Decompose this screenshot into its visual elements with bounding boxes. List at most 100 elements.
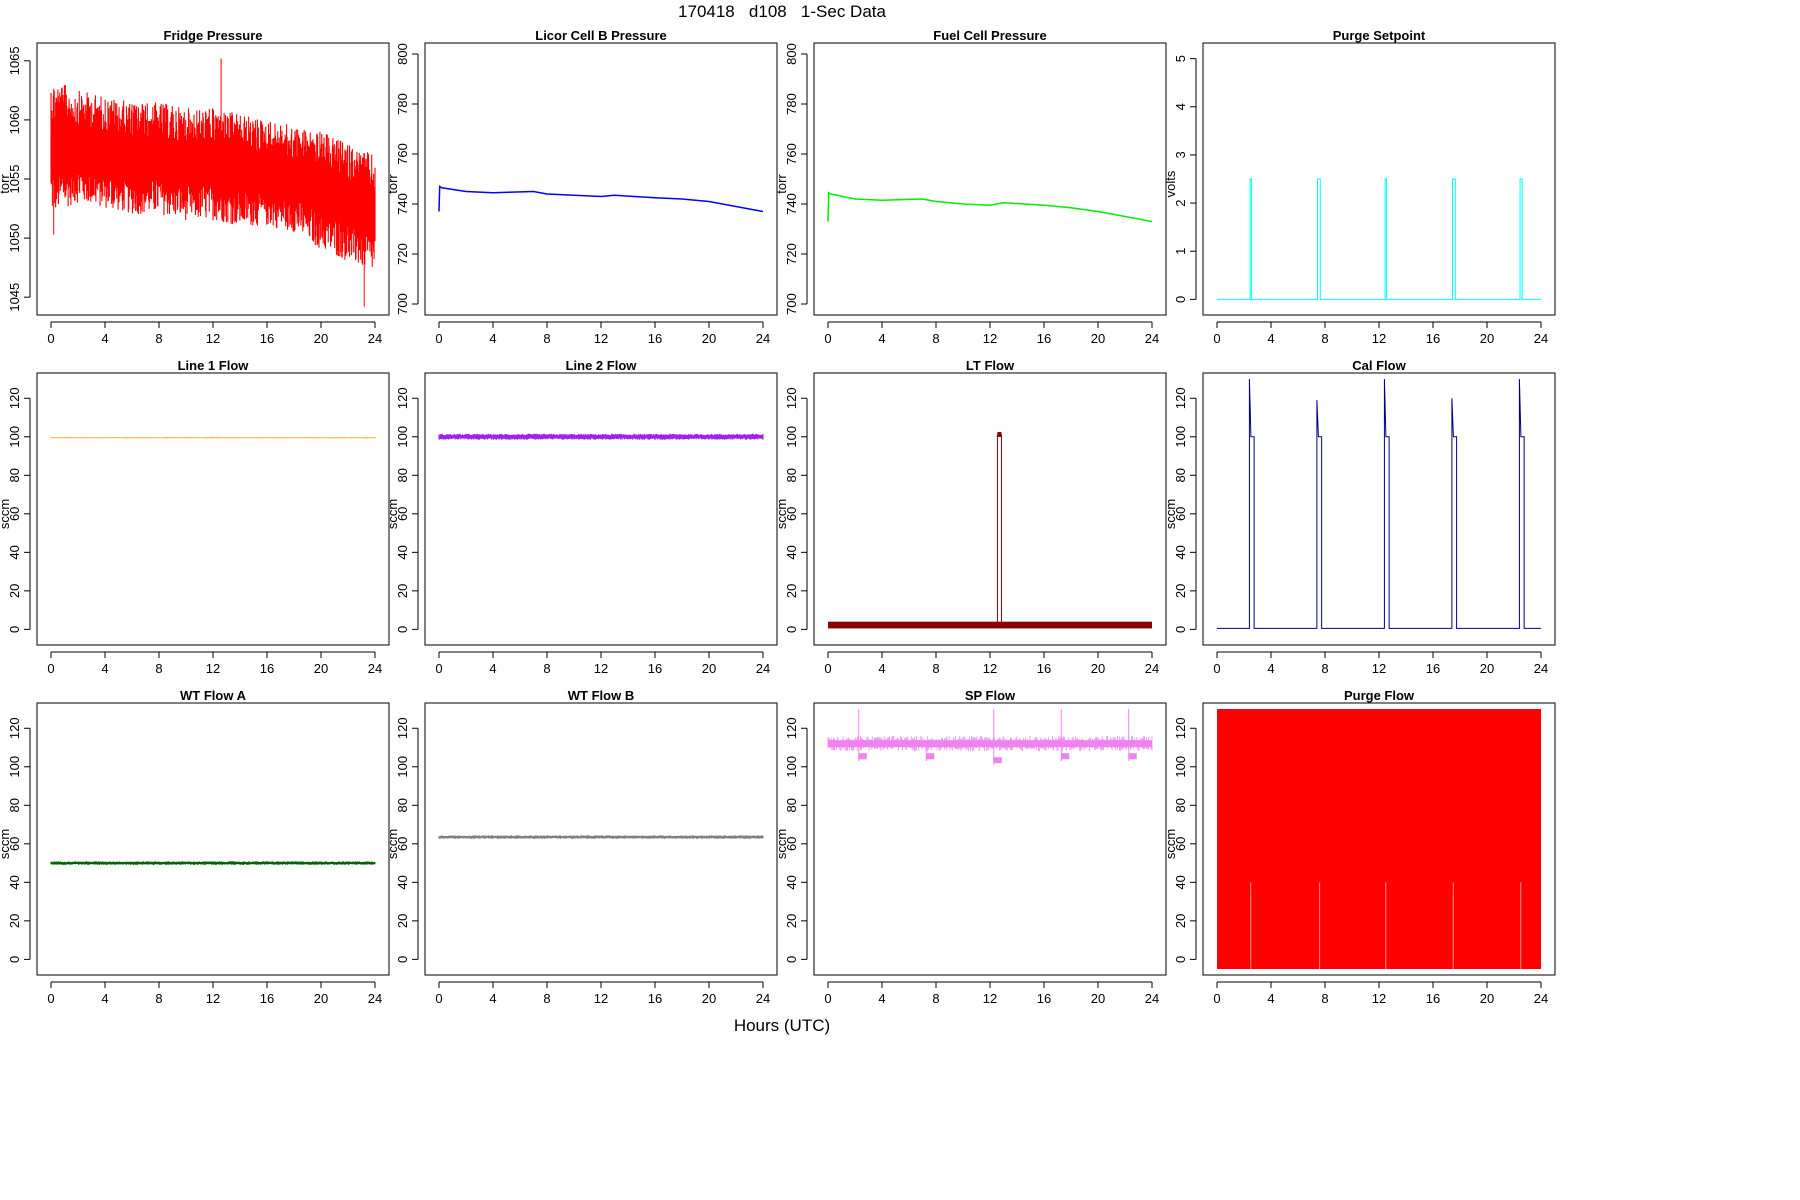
- plot-area: [50, 861, 376, 865]
- plot-frame: [1202, 372, 1556, 646]
- y-tick-label: 40: [395, 875, 410, 889]
- y-tick-label: 60: [1173, 837, 1188, 851]
- plot-area: [1217, 378, 1541, 629]
- y-tick-label: 20: [395, 584, 410, 598]
- x-tick-label: 20: [314, 331, 328, 346]
- data-series: [1217, 378, 1541, 629]
- x-tick-label: 8: [932, 991, 939, 1006]
- y-tick-label: 2: [1173, 199, 1188, 206]
- x-tick-label: 24: [756, 661, 770, 676]
- x-tick-label: 0: [47, 661, 54, 676]
- y-tick-label: 20: [784, 914, 799, 928]
- panel-fridge-pressure: 0 4 8 12 16 20 24 1045 1050 1055 1060 1065 torr Fridg…: [0, 28, 390, 346]
- y-axis-label: sccm: [0, 829, 12, 859]
- x-tick-label: 12: [594, 661, 608, 676]
- x-tick-label: 24: [756, 991, 770, 1006]
- x-tick-label: 20: [1480, 661, 1494, 676]
- x-tick-label: 8: [155, 331, 162, 346]
- y-tick-label: 20: [1173, 914, 1188, 928]
- y-tick-label: 100: [784, 756, 799, 778]
- panel-fuel-cell-pressure: 0 4 8 12 16 20 24 700 720 740 760 780 800 torr Fuel Ce…: [774, 28, 1167, 346]
- panel-title: Cal Flow: [1352, 358, 1406, 373]
- y-tick-label: 120: [7, 717, 22, 739]
- x-tick-label: 8: [543, 991, 550, 1006]
- x-tick-label: 0: [824, 331, 831, 346]
- panel-cal-flow: 0 4 8 12 16 20 24 0 20 40 60 80 100 120 sccm Cal Flow: [1163, 358, 1556, 676]
- data-series: [828, 434, 1152, 627]
- x-tick-label: 24: [1534, 661, 1548, 676]
- x-tick-label: 4: [101, 991, 108, 1006]
- y-tick-label: 0: [1173, 296, 1188, 303]
- panel-sp-flow: 0 4 8 12 16 20 24 0 20 40 60 80 100 120 sccm SP Flow: [774, 688, 1167, 1006]
- x-tick-label: 4: [878, 991, 885, 1006]
- x-tick-label: 0: [1213, 991, 1220, 1006]
- plot-area: [438, 433, 764, 440]
- y-tick-label: 720: [784, 243, 799, 265]
- x-tick-label: 24: [1145, 661, 1159, 676]
- y-axis-label: sccm: [385, 499, 400, 529]
- x-tick-label: 0: [435, 661, 442, 676]
- figure-xlabel: Hours (UTC): [733, 1016, 831, 1035]
- x-tick-label: 24: [368, 991, 382, 1006]
- panel-title: Line 2 Flow: [566, 358, 638, 373]
- y-tick-label: 5: [1173, 55, 1188, 62]
- y-tick-label: 720: [395, 243, 410, 265]
- x-tick-label: 0: [47, 331, 54, 346]
- y-tick-label: 1060: [7, 105, 22, 134]
- y-tick-label: 120: [784, 717, 799, 739]
- x-tick-label: 4: [1267, 331, 1274, 346]
- x-tick-label: 12: [594, 991, 608, 1006]
- x-tick-label: 12: [1372, 661, 1386, 676]
- x-tick-label: 16: [1037, 661, 1051, 676]
- panel-wt-flow-a: 0 4 8 12 16 20 24 0 20 40 60 80 100 120 sccm WT Flow A: [0, 688, 390, 1006]
- y-tick-label: 40: [784, 875, 799, 889]
- y-tick-label: 80: [1173, 798, 1188, 812]
- x-tick-label: 20: [702, 661, 716, 676]
- data-dip: [1061, 753, 1070, 760]
- plot-frame: [1202, 702, 1556, 976]
- data-series: [1217, 178, 1541, 300]
- y-tick-label: 40: [7, 875, 22, 889]
- y-tick-label: 760: [395, 143, 410, 165]
- x-tick-label: 0: [435, 991, 442, 1006]
- x-tick-label: 16: [648, 661, 662, 676]
- plot-frame: [813, 702, 1167, 976]
- y-tick-label: 800: [395, 43, 410, 65]
- plot-frame: [813, 42, 1167, 316]
- y-tick-label: 0: [395, 626, 410, 633]
- x-tick-label: 8: [1321, 331, 1328, 346]
- x-tick-label: 8: [932, 661, 939, 676]
- x-tick-label: 16: [260, 991, 274, 1006]
- x-tick-label: 16: [1037, 991, 1051, 1006]
- y-tick-label: 40: [7, 545, 22, 559]
- y-axis-label: sccm: [1163, 499, 1178, 529]
- y-tick-label: 1050: [7, 224, 22, 253]
- x-tick-label: 0: [47, 991, 54, 1006]
- x-tick-label: 20: [314, 991, 328, 1006]
- x-tick-label: 12: [594, 331, 608, 346]
- x-tick-label: 24: [1145, 991, 1159, 1006]
- y-tick-label: 120: [395, 717, 410, 739]
- y-axis-label: torr: [774, 174, 789, 194]
- plot-area: [50, 437, 376, 439]
- data-dip: [858, 753, 867, 760]
- x-tick-label: 12: [983, 991, 997, 1006]
- x-tick-label: 8: [543, 661, 550, 676]
- x-tick-label: 24: [368, 331, 382, 346]
- panel-title: Purge Setpoint: [1333, 28, 1426, 43]
- x-tick-label: 0: [824, 661, 831, 676]
- y-tick-label: 800: [784, 43, 799, 65]
- y-tick-label: 40: [395, 545, 410, 559]
- panel-title: Fuel Cell Pressure: [933, 28, 1046, 43]
- plot-area: [828, 431, 1152, 629]
- y-axis-label: torr: [0, 174, 12, 194]
- y-tick-label: 80: [7, 798, 22, 812]
- x-tick-label: 8: [155, 991, 162, 1006]
- panel-line-2-flow: 0 4 8 12 16 20 24 0 20 40 60 80 100 120 sccm Line 2 Flo…: [385, 358, 778, 676]
- x-tick-label: 20: [1091, 991, 1105, 1006]
- plot-frame: [424, 702, 778, 976]
- y-tick-label: 80: [395, 468, 410, 482]
- panel-purge-flow: 0 4 8 12 16 20 24 0 20 40 60 80 100 120 sccm Purge Flow: [1163, 688, 1556, 1006]
- x-tick-label: 24: [368, 661, 382, 676]
- y-tick-label: 60: [395, 507, 410, 521]
